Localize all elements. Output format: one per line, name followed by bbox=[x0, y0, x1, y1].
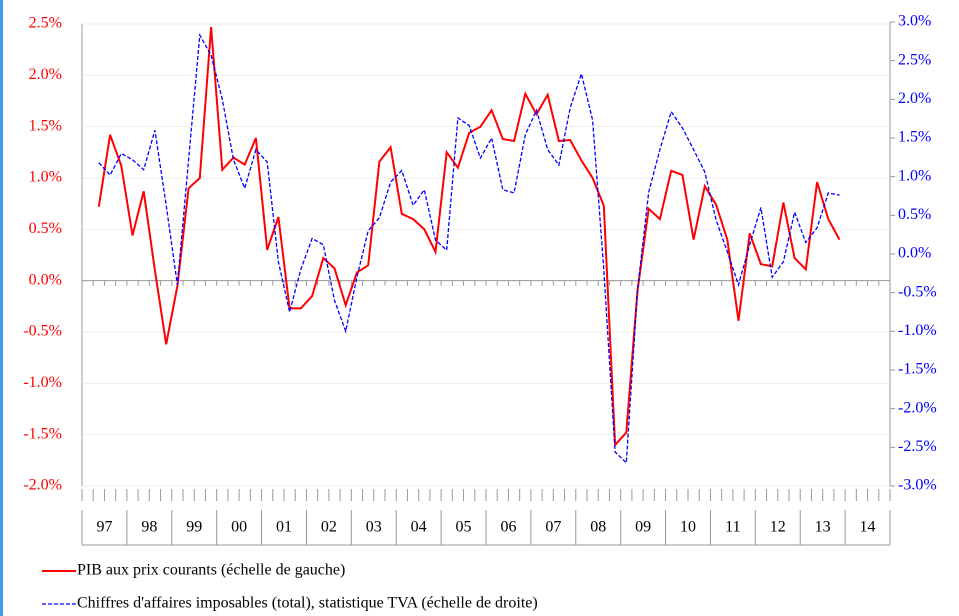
y-tick-label: 2.0% bbox=[29, 66, 62, 83]
y2-tick-label: 0.5% bbox=[898, 206, 931, 223]
series-line bbox=[97, 27, 841, 448]
x-tick-label: 99 bbox=[186, 519, 202, 536]
x-tick-label: 12 bbox=[770, 519, 786, 536]
y2-tick-label: 2.0% bbox=[898, 90, 931, 107]
x-tick-label: 10 bbox=[680, 519, 696, 536]
legend-label: Chiffres d'affaires imposables (total), … bbox=[77, 595, 538, 612]
legend-label: PIB aux prix courants (échelle de gauche… bbox=[77, 562, 345, 579]
y-tick-label: 1.5% bbox=[29, 117, 62, 134]
y2-tick-label: 2.5% bbox=[898, 51, 931, 68]
x-tick-label: 14 bbox=[860, 519, 876, 536]
y2-tick-label: -0.5% bbox=[898, 283, 937, 300]
x-tick-label: 97 bbox=[96, 519, 112, 536]
x-tick-label: 03 bbox=[366, 519, 382, 536]
x-tick-label: 13 bbox=[815, 519, 831, 536]
y2-tick-label: 0.0% bbox=[898, 245, 931, 262]
y-tick-label: -1.0% bbox=[23, 374, 62, 391]
x-tick-label: 00 bbox=[231, 519, 247, 536]
x-tick-label: 08 bbox=[590, 519, 606, 536]
series-line bbox=[98, 32, 840, 465]
x-tick-label: 01 bbox=[276, 519, 292, 536]
x-tick-label: 06 bbox=[500, 519, 516, 536]
y2-tick-label: -2.5% bbox=[898, 438, 937, 455]
page-edge bbox=[0, 0, 3, 616]
x-tick-label: 98 bbox=[141, 519, 157, 536]
y2-tick-label: 3.0% bbox=[898, 13, 931, 30]
x-tick-label: 09 bbox=[635, 519, 651, 536]
y-tick-label: 2.5% bbox=[29, 15, 62, 32]
y-tick-label: 1.0% bbox=[29, 169, 62, 186]
y-tick-label: 0.5% bbox=[29, 220, 62, 237]
x-tick-label: 04 bbox=[411, 519, 427, 536]
x-tick-label: 07 bbox=[545, 519, 561, 536]
x-tick-label: 05 bbox=[456, 519, 472, 536]
y2-tick-label: 1.5% bbox=[898, 129, 931, 146]
y2-tick-label: -2.0% bbox=[898, 399, 937, 416]
x-tick-label: 11 bbox=[725, 519, 740, 536]
y2-tick-label: 1.0% bbox=[898, 167, 931, 184]
x-tick-label: 02 bbox=[321, 519, 337, 536]
y2-tick-label: -1.0% bbox=[898, 322, 937, 339]
y2-tick-label: -3.0% bbox=[898, 477, 937, 494]
y-tick-label: -2.0% bbox=[23, 477, 62, 494]
y2-tick-label: -1.5% bbox=[898, 361, 937, 378]
y-tick-label: 0.0% bbox=[29, 271, 62, 288]
y-tick-label: -0.5% bbox=[23, 323, 62, 340]
y-tick-label: -1.5% bbox=[23, 425, 62, 442]
